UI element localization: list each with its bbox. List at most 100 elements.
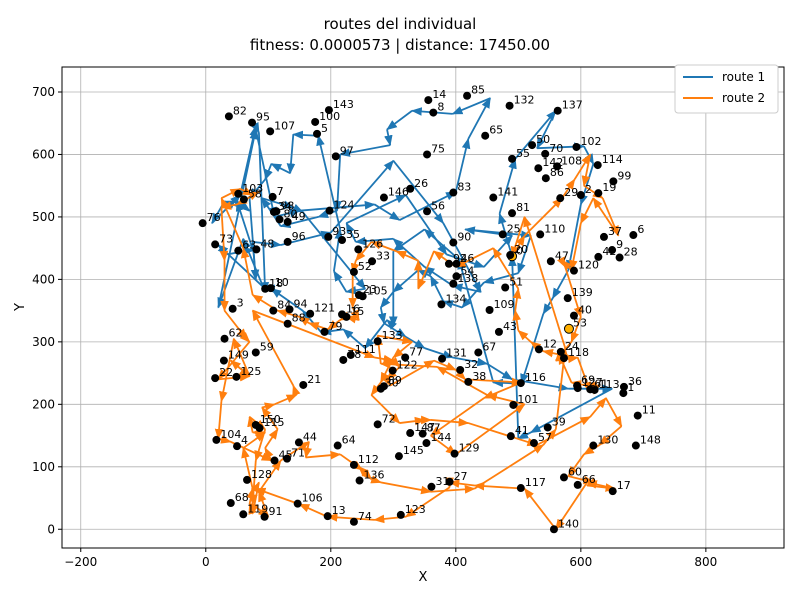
- route-1-segment: [386, 110, 413, 131]
- customer-node: [331, 152, 340, 161]
- node-label: 93: [332, 225, 346, 238]
- customer-node: [633, 411, 642, 420]
- customer-node: [594, 252, 603, 261]
- customer-node: [311, 117, 320, 126]
- route-2-segment: [399, 416, 426, 426]
- customer-node: [211, 374, 220, 383]
- x-tick-label: 200: [319, 555, 342, 569]
- route-2-segment: [264, 428, 279, 449]
- node-label: 63: [242, 239, 256, 252]
- node-label: 46: [460, 252, 474, 265]
- y-tick-label: 100: [32, 460, 55, 474]
- route-1-segment: [346, 194, 407, 224]
- customer-node: [450, 449, 459, 458]
- customer-node: [252, 245, 261, 254]
- customer-node: [422, 439, 431, 448]
- customer-node: [608, 246, 617, 255]
- route-2-segment: [380, 357, 395, 384]
- node-label: 51: [509, 276, 523, 289]
- customer-node: [631, 441, 640, 450]
- customer-node: [563, 294, 572, 303]
- node-label: 98: [280, 199, 294, 212]
- customer-node: [589, 441, 598, 450]
- node-label: 32: [464, 358, 478, 371]
- node-label: 111: [355, 343, 376, 356]
- node-label: 37: [608, 225, 622, 238]
- route-2-segment: [370, 394, 401, 424]
- customer-node: [437, 300, 446, 309]
- customer-node: [553, 162, 562, 171]
- node-label: 143: [333, 98, 354, 111]
- route-2-segment: [429, 397, 485, 437]
- node-label: 105: [367, 284, 388, 297]
- customer-node: [508, 209, 517, 218]
- customer-node: [270, 456, 279, 465]
- node-label: 44: [303, 430, 317, 443]
- node-label: 1: [627, 381, 634, 394]
- node-label: 148: [640, 434, 661, 447]
- node-label: 34: [278, 200, 292, 213]
- route-2-segment: [430, 417, 470, 427]
- route-1-segment: [386, 319, 397, 330]
- route-2-segment: [395, 250, 419, 262]
- node-label: 132: [514, 94, 535, 107]
- customer-node: [346, 350, 355, 359]
- route-2-segment: [377, 334, 414, 345]
- route-1-segment: [517, 235, 532, 275]
- customer-node: [506, 251, 515, 260]
- customer-node: [354, 245, 363, 254]
- route-2-segment: [380, 481, 432, 495]
- route-2-segment: [251, 309, 295, 387]
- route-2-segment: [523, 197, 563, 237]
- customer-node: [569, 311, 578, 320]
- customer-node: [313, 129, 322, 138]
- node-label: 82: [233, 104, 247, 117]
- route-2-segment: [258, 490, 270, 518]
- route-1-segment: [423, 266, 454, 287]
- route-2-segment: [219, 207, 229, 262]
- route-2-segment: [220, 201, 238, 210]
- node-label: 150: [260, 413, 281, 426]
- customer-node: [373, 337, 382, 346]
- node-label: 74: [358, 510, 372, 523]
- customer-node: [516, 379, 525, 388]
- route-2-segment: [404, 486, 451, 518]
- node-label: 12: [543, 337, 557, 350]
- customer-node: [396, 510, 405, 519]
- customer-node: [251, 420, 260, 429]
- route-1-segment: [316, 134, 342, 230]
- route-2-segment: [370, 381, 382, 396]
- routes: [211, 97, 623, 531]
- customer-node: [619, 382, 628, 391]
- route-2-segment: [581, 154, 592, 187]
- customer-node: [379, 382, 388, 391]
- route-2-segment: [249, 460, 258, 506]
- customer-node: [452, 259, 461, 268]
- route-1-segment: [330, 159, 395, 234]
- customer-node: [232, 372, 241, 381]
- customer-node: [349, 517, 358, 526]
- customer-node: [494, 327, 503, 336]
- node-label: 137: [562, 99, 583, 112]
- customer-node: [423, 150, 432, 159]
- customer-node: [516, 484, 525, 493]
- customer-node: [285, 305, 294, 314]
- node-label: 72: [382, 412, 396, 425]
- customer-node: [489, 193, 498, 202]
- node-label: 49: [292, 210, 306, 223]
- route-1-segment: [333, 270, 348, 293]
- x-tick-label: −200: [64, 555, 97, 569]
- route-1-segment: [354, 236, 394, 246]
- customer-node: [248, 118, 257, 127]
- node-label: 92: [453, 252, 467, 265]
- customer-node: [541, 174, 550, 183]
- customer-node: [559, 473, 568, 482]
- route-2-segment: [589, 397, 607, 418]
- route-1-segment: [252, 239, 282, 249]
- customer-node: [294, 438, 303, 447]
- node-label: 79: [329, 320, 343, 333]
- route-2-segment: [258, 459, 282, 493]
- customer-node: [388, 366, 397, 375]
- node-label: 88: [292, 312, 306, 325]
- customer-node: [349, 460, 358, 469]
